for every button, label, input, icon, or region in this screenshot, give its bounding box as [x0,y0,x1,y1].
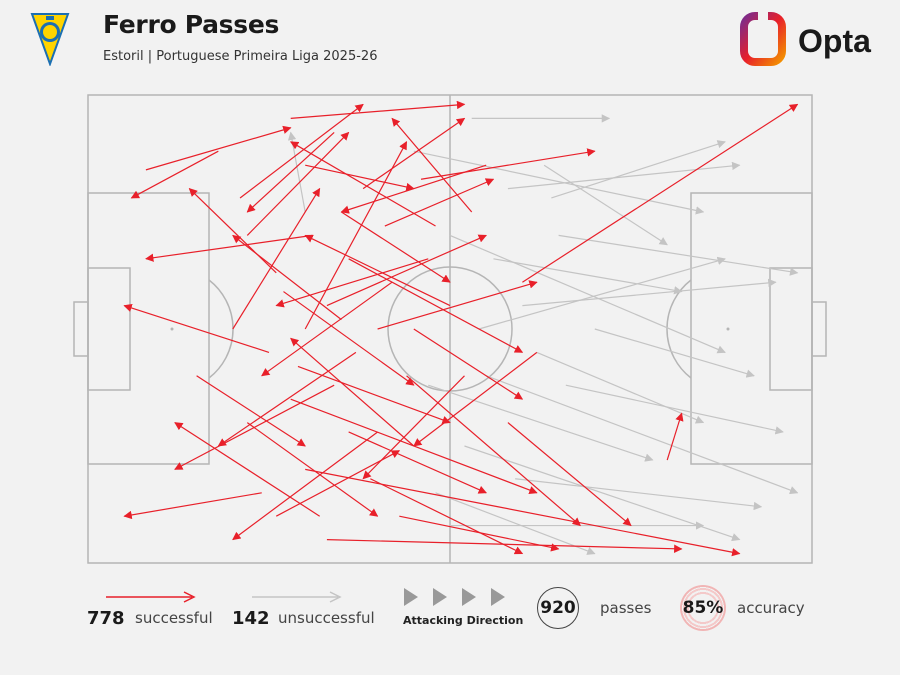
unsuccessful-pass-arrow [565,384,784,435]
successful-pass-arrow [507,422,632,527]
successful-pass-arrow [304,141,408,330]
page-subtitle: Estoril | Portuguese Primeira Liga 2025-… [103,49,378,64]
legend: 778 successful 142 unsuccessful Attackin… [0,570,900,670]
successful-pass-arrow [246,422,379,517]
successful-pass-arrow [232,431,378,541]
successful-pass-arrow [348,431,487,494]
successful-pass-arrow [188,188,277,274]
successful-pass-arrow [196,375,306,447]
successful-legend-arrow [106,591,196,603]
unsuccessful-pass-arrow [485,375,799,495]
attacking-direction-icon [404,588,505,606]
successful-pass-arrow [305,468,741,557]
successful-pass-arrow [145,125,292,171]
successful-pass-arrow [377,280,538,330]
successful-pass-arrow [391,117,473,213]
unsuccessful-pass-arrow [536,351,705,424]
unsuccessful-pass-arrow [464,445,741,542]
left-six-yard-box [87,267,131,391]
unsuccessful-pass-arrow [507,161,741,190]
successful-pass-arrow [370,478,524,555]
successful-pass-arrow [406,375,581,527]
successful-pass-arrow [666,412,684,461]
left-penalty-spot [170,327,174,331]
successful-pass-arrow [522,103,799,283]
left-goal [73,301,89,357]
successful-pass-arrow [239,103,364,199]
accuracy-badge: 85% [680,585,726,631]
unsuccessful-legend-arrow [252,591,342,603]
successful-pass-arrow [362,117,466,190]
successful-pass-arrow [289,141,436,227]
successful-pass-arrow [130,150,219,199]
left-penalty-arc [208,279,234,379]
successful-pass-arrow [290,100,466,119]
unsuccessful-pass-arrow [428,384,654,462]
successful-pass-arrow [399,515,560,552]
unsuccessful-pass-arrow [493,258,683,295]
unsuccessful-pass-arrow [413,150,705,215]
successful-pass-arrow [261,281,393,377]
estoril-crest-icon [30,13,70,66]
passes-label: passes [600,599,652,617]
successful-passes [123,100,799,557]
successful-pass-arrow [341,211,451,283]
unsuccessful-pass-arrow [449,234,726,354]
unsuccessful-label: unsuccessful [278,609,375,627]
successful-pass-arrow [305,164,415,192]
left-penalty-area [87,192,210,465]
successful-pass-arrow [246,131,335,213]
right-goal [811,301,827,357]
page-title: Ferro Passes [103,10,280,39]
successful-pass-arrow [232,234,342,321]
unsuccessful-passes [287,114,799,555]
unsuccessful-count: 142 [232,608,270,629]
successful-label: successful [135,609,213,627]
successful-pass-arrow [413,351,538,447]
successful-pass-arrow [275,450,401,517]
successful-pass-arrow [123,492,262,520]
successful-pass-arrow [246,131,350,236]
successful-pass-arrow [384,178,495,227]
unsuccessful-pass-arrow [551,140,726,199]
attacking-direction-label: Attacking Direction [403,614,524,627]
successful-pass-arrow [326,234,487,307]
unsuccessful-pass-arrow [515,478,763,511]
successful-pass-arrow [420,148,596,180]
successful-pass-arrow [217,351,357,447]
successful-pass-arrow [326,539,683,553]
opta-logo-icon [740,12,786,66]
successful-count: 778 [87,608,125,629]
unsuccessful-pass-arrow [435,492,596,555]
successful-pass-arrow [145,234,313,262]
unsuccessful-pass-arrow [522,278,777,307]
successful-pass-arrow [123,303,270,353]
total-passes-badge: 920 [537,587,579,629]
right-penalty-spot [726,327,730,331]
successful-pass-arrow [174,422,321,517]
successful-pass-arrow [232,187,321,330]
right-six-yard-box [769,267,813,391]
accuracy-label: accuracy [737,599,805,617]
pass-map [73,94,827,564]
unsuccessful-pass-arrow [558,234,799,276]
successful-pass-arrow [283,291,415,386]
unsuccessful-pass-arrow [543,164,668,246]
unsuccessful-pass-arrow [287,131,306,213]
successful-pass-arrow [297,365,451,424]
successful-pass-arrow [290,337,415,447]
successful-pass-arrow [275,258,429,308]
right-penalty-area [690,192,813,465]
successful-pass-arrow [304,234,451,307]
brand-name: Opta [798,23,871,59]
pitch-lines [73,94,827,564]
unsuccessful-pass-arrow [478,256,726,330]
successful-pass-arrow [413,328,524,400]
brand-logo: Opta [740,12,885,66]
unsuccessful-pass-arrow [594,328,755,378]
